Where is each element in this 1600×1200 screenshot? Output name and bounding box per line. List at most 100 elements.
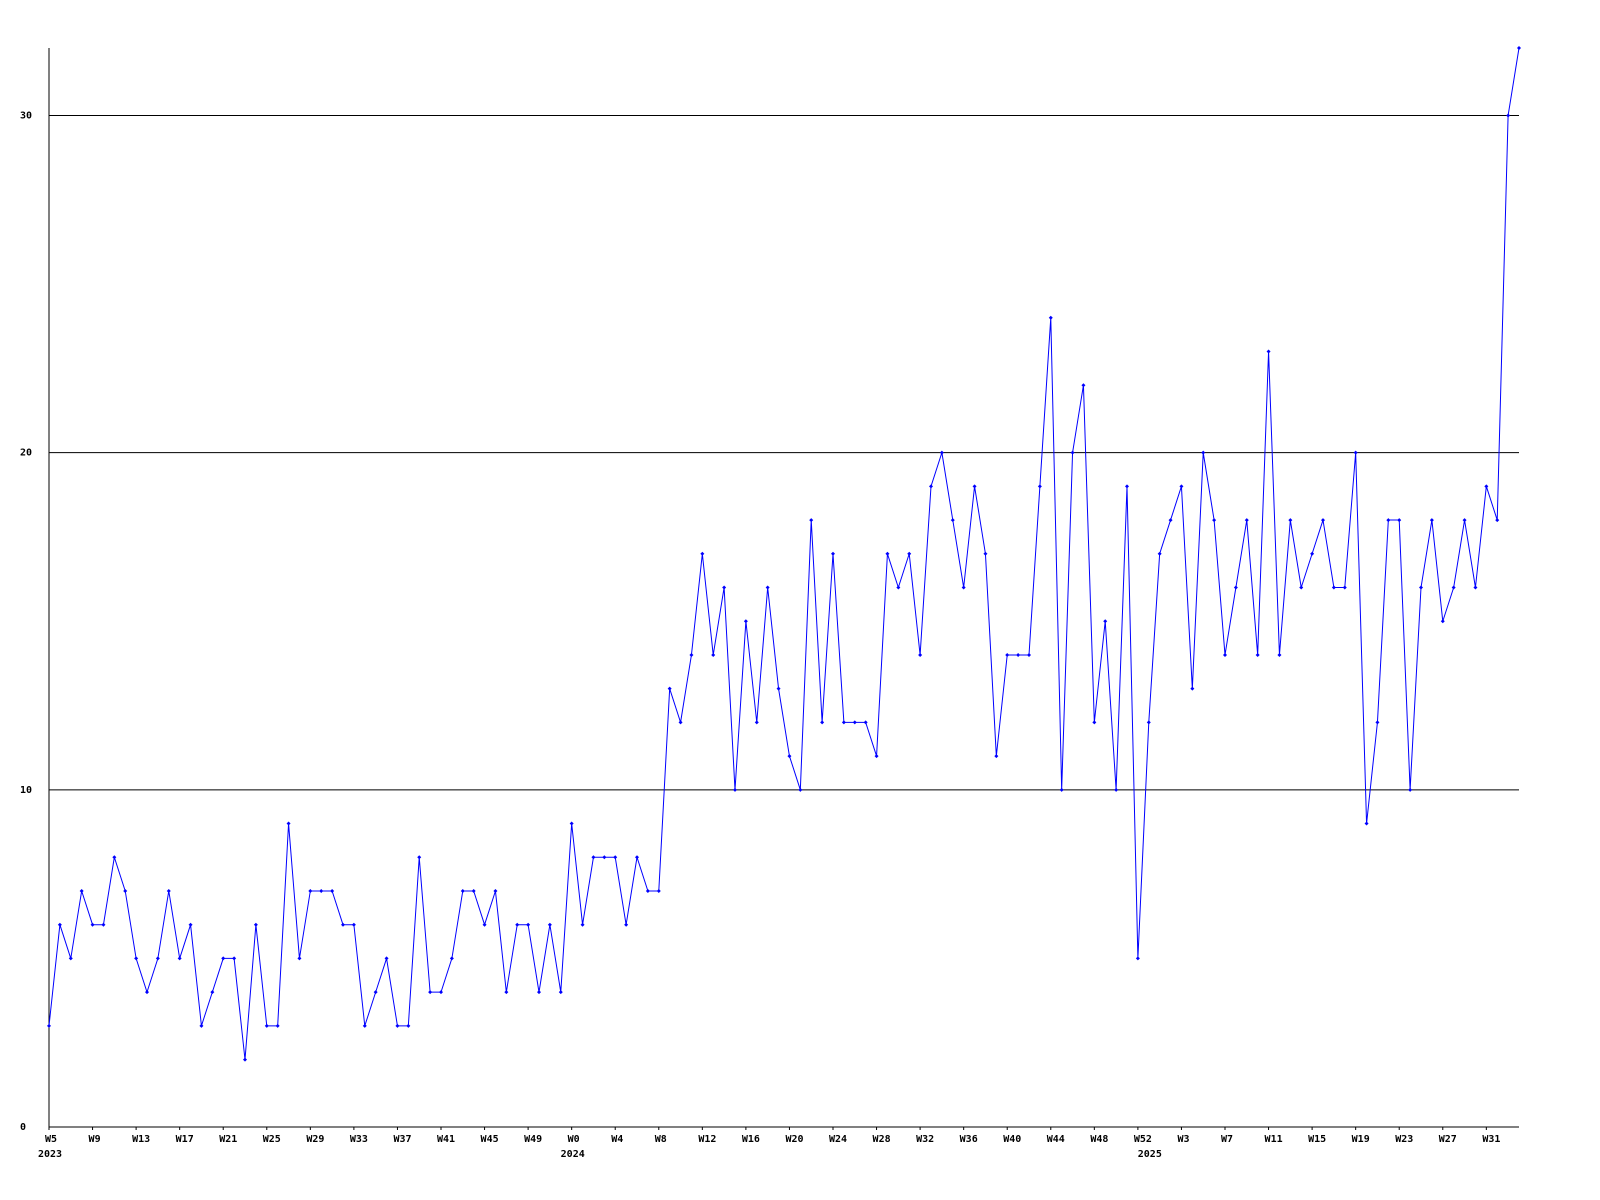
line <box>48 47 1520 1060</box>
point <box>1495 518 1500 523</box>
point <box>1168 518 1173 523</box>
point <box>874 754 879 759</box>
point <box>1364 821 1369 826</box>
point <box>112 855 117 860</box>
x-group-label: 2023 <box>38 1149 62 1160</box>
point <box>188 922 193 927</box>
point <box>602 855 607 860</box>
x-tick-label: W44 <box>1047 1134 1065 1145</box>
point <box>221 956 226 961</box>
point <box>232 956 237 961</box>
point <box>449 956 454 961</box>
point <box>1484 484 1489 489</box>
point <box>57 922 62 927</box>
point <box>1125 484 1129 489</box>
x-tick-label: W36 <box>960 1134 978 1145</box>
point <box>1255 652 1260 657</box>
point <box>1310 551 1315 556</box>
point <box>526 922 531 927</box>
point <box>939 450 944 455</box>
point <box>286 821 291 826</box>
point <box>1473 585 1478 590</box>
point <box>1114 787 1119 792</box>
point <box>896 585 901 590</box>
point <box>210 990 215 995</box>
point <box>809 518 814 523</box>
point <box>537 990 541 995</box>
x-tick-label: W3 <box>1177 1134 1189 1145</box>
x-tick-label: W48 <box>1090 1134 1108 1145</box>
x-tick-label: W7 <box>1221 1134 1233 1145</box>
x-tick-label: W20 <box>785 1134 803 1145</box>
point <box>831 551 835 556</box>
point <box>1179 484 1184 489</box>
point <box>1146 720 1151 725</box>
point <box>1070 450 1075 455</box>
point <box>1016 652 1021 657</box>
point <box>1386 518 1391 523</box>
point <box>765 585 770 590</box>
point <box>384 956 389 961</box>
x-tick-label: W16 <box>742 1134 760 1145</box>
x-tick-label: W17 <box>176 1134 194 1145</box>
x-tick-label: W41 <box>437 1134 455 1145</box>
point <box>155 956 160 961</box>
point <box>1397 518 1402 523</box>
point <box>439 990 443 995</box>
point <box>406 1023 411 1028</box>
point <box>689 652 694 657</box>
point <box>1277 652 1282 657</box>
point <box>787 754 792 759</box>
point <box>482 922 487 927</box>
x-tick-label: W5 <box>45 1134 57 1145</box>
point <box>460 888 465 893</box>
point <box>1037 484 1042 489</box>
y-tick-label: 20 <box>20 448 32 459</box>
point <box>1059 787 1064 792</box>
point <box>776 686 781 691</box>
y-tick-label: 10 <box>20 785 32 796</box>
point <box>558 990 563 995</box>
point <box>1375 720 1380 725</box>
x-tick-label: W27 <box>1439 1134 1457 1145</box>
point <box>711 652 716 657</box>
x-tick-label: W52 <box>1134 1134 1152 1145</box>
point <box>754 720 759 725</box>
point <box>1266 349 1271 354</box>
point <box>918 652 923 657</box>
point <box>733 787 737 792</box>
point <box>678 720 683 725</box>
point <box>1408 787 1413 792</box>
point <box>1223 652 1227 657</box>
point <box>1233 585 1238 590</box>
x-tick-label: W25 <box>263 1134 281 1145</box>
point <box>308 888 313 893</box>
point <box>362 1023 367 1028</box>
point <box>79 888 84 893</box>
point <box>656 888 661 893</box>
point <box>1331 585 1336 590</box>
point <box>1092 720 1097 725</box>
point <box>798 787 803 792</box>
x-tick-label: W8 <box>655 1134 667 1145</box>
point <box>624 922 629 927</box>
point <box>1027 652 1031 657</box>
point <box>743 619 748 624</box>
point <box>929 484 933 489</box>
x-tick-label: W28 <box>873 1134 891 1145</box>
point <box>994 754 999 759</box>
point <box>90 922 95 927</box>
x-tick-label: W37 <box>393 1134 411 1145</box>
point <box>1081 383 1086 388</box>
x-tick-label: W49 <box>524 1134 542 1145</box>
point <box>166 888 171 893</box>
y-tick-label: 0 <box>20 1122 26 1133</box>
point <box>341 922 345 927</box>
point <box>243 1057 247 1062</box>
point <box>1506 113 1511 118</box>
point <box>950 518 955 523</box>
point <box>885 551 890 556</box>
point <box>351 922 356 927</box>
x-tick-label: W40 <box>1003 1134 1021 1145</box>
